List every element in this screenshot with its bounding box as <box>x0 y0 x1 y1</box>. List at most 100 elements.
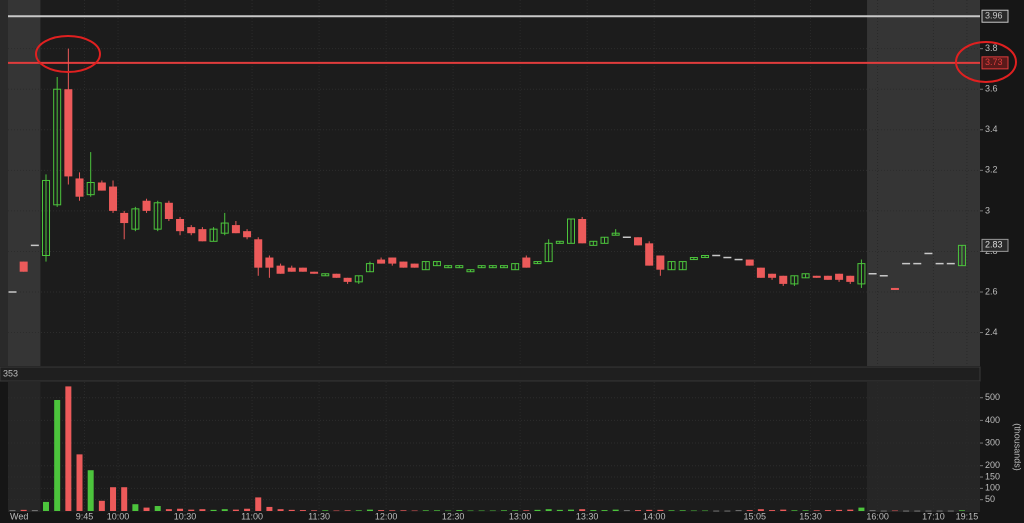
volume-bar <box>76 454 83 511</box>
candle-body <box>600 236 609 244</box>
volume-bar <box>221 509 228 511</box>
x-tick-label: 12:30 <box>442 511 465 521</box>
price-label-box <box>981 56 1009 70</box>
volume-bar <box>98 500 105 511</box>
volume-bar <box>657 509 664 511</box>
volume-bar <box>702 510 709 512</box>
candle-body <box>209 228 218 242</box>
x-tick-label: 12:00 <box>375 511 398 521</box>
candle-body <box>388 257 397 264</box>
y-tick-label: 3.6 <box>985 84 998 94</box>
volume-tick-label: 400 <box>985 415 1000 425</box>
volume-bar <box>54 399 61 511</box>
candle-body <box>399 261 408 268</box>
x-tick-label: 13:00 <box>509 511 532 521</box>
candle-body <box>589 240 598 246</box>
candle-body <box>779 275 788 284</box>
volume-bar <box>556 509 563 511</box>
volume-bar <box>9 510 16 512</box>
volume-bar <box>333 510 340 512</box>
candle-body <box>745 259 754 266</box>
candle-body <box>354 275 363 283</box>
candle-body <box>421 261 430 271</box>
candle-body <box>701 255 710 259</box>
volume-bar <box>87 470 94 511</box>
afterhours-shade <box>867 0 980 366</box>
volume-bar <box>690 510 697 512</box>
volume-bar <box>132 504 139 511</box>
y-tick-label: 3.8 <box>985 43 998 53</box>
volume-bar <box>322 510 329 511</box>
candle-body <box>611 232 620 236</box>
candle-body <box>86 182 95 196</box>
candle-body <box>444 265 453 269</box>
price-label: 3.73 <box>985 57 1003 67</box>
volume-bar <box>523 510 530 511</box>
candle-body <box>578 219 587 244</box>
candle-body <box>890 287 899 290</box>
x-tick-label: 11:00 <box>241 511 263 521</box>
y-tick-label: 2.4 <box>985 327 998 337</box>
volume-bar <box>903 510 910 512</box>
volume-bar <box>936 510 943 512</box>
candle-body <box>310 271 319 274</box>
volume-bar <box>869 510 876 512</box>
volume-bar <box>210 509 217 511</box>
volume-bar <box>199 509 206 511</box>
volume-bar <box>813 510 820 511</box>
volume-bar <box>266 506 273 511</box>
volume-readout: 353 <box>3 368 18 378</box>
candle-body <box>276 265 285 274</box>
candle-body <box>667 261 676 271</box>
annotation-circle <box>35 35 101 73</box>
candle-body <box>689 257 698 261</box>
candle-body <box>343 277 352 282</box>
volume-bar <box>422 510 429 511</box>
price-label-box <box>981 238 1009 252</box>
candle-body <box>243 231 252 238</box>
volume-bar <box>757 509 764 511</box>
candle-body <box>97 182 106 191</box>
candle-body <box>254 239 263 268</box>
x-tick-label: 10:00 <box>107 511 130 521</box>
x-tick-label: 14:00 <box>643 511 666 521</box>
x-tick-label: 15:05 <box>743 511 766 521</box>
volume-bar <box>713 510 720 512</box>
candle-body <box>321 273 330 277</box>
x-tick-label: 13:30 <box>576 511 599 521</box>
candle-body <box>555 240 564 244</box>
candle-body <box>455 265 464 269</box>
price-label-box <box>981 9 1009 23</box>
x-tick-label: 16:00 <box>866 511 889 521</box>
volume-bar <box>802 510 809 511</box>
volume-bar <box>188 509 195 511</box>
volume-tick-label: 500 <box>985 392 1000 402</box>
volume-bar <box>478 510 485 512</box>
candle-body <box>857 263 866 285</box>
volume-bar <box>635 510 642 511</box>
candle-body <box>298 267 307 272</box>
candle-body <box>768 273 777 278</box>
candle-body <box>466 269 475 273</box>
candle-body <box>432 261 441 267</box>
candle-body <box>265 257 274 268</box>
volume-bar <box>847 509 854 511</box>
volume-bar <box>255 497 262 511</box>
volume-bar <box>456 510 463 511</box>
volume-bar <box>344 510 351 511</box>
annotation-circle <box>955 41 1017 83</box>
candle-body <box>75 178 84 197</box>
volume-bar <box>299 510 306 511</box>
volume-bar <box>65 386 72 511</box>
candle-body <box>377 259 386 264</box>
volume-bar <box>925 510 932 512</box>
x-tick-label: 9:45 <box>76 511 94 521</box>
candle-body <box>567 218 575 244</box>
left-axis-strip <box>0 0 8 366</box>
volume-bar <box>724 510 731 512</box>
panel-separator <box>0 366 981 382</box>
volume-bar <box>311 510 318 511</box>
candle-body <box>198 229 207 242</box>
volume-bar <box>858 507 865 511</box>
